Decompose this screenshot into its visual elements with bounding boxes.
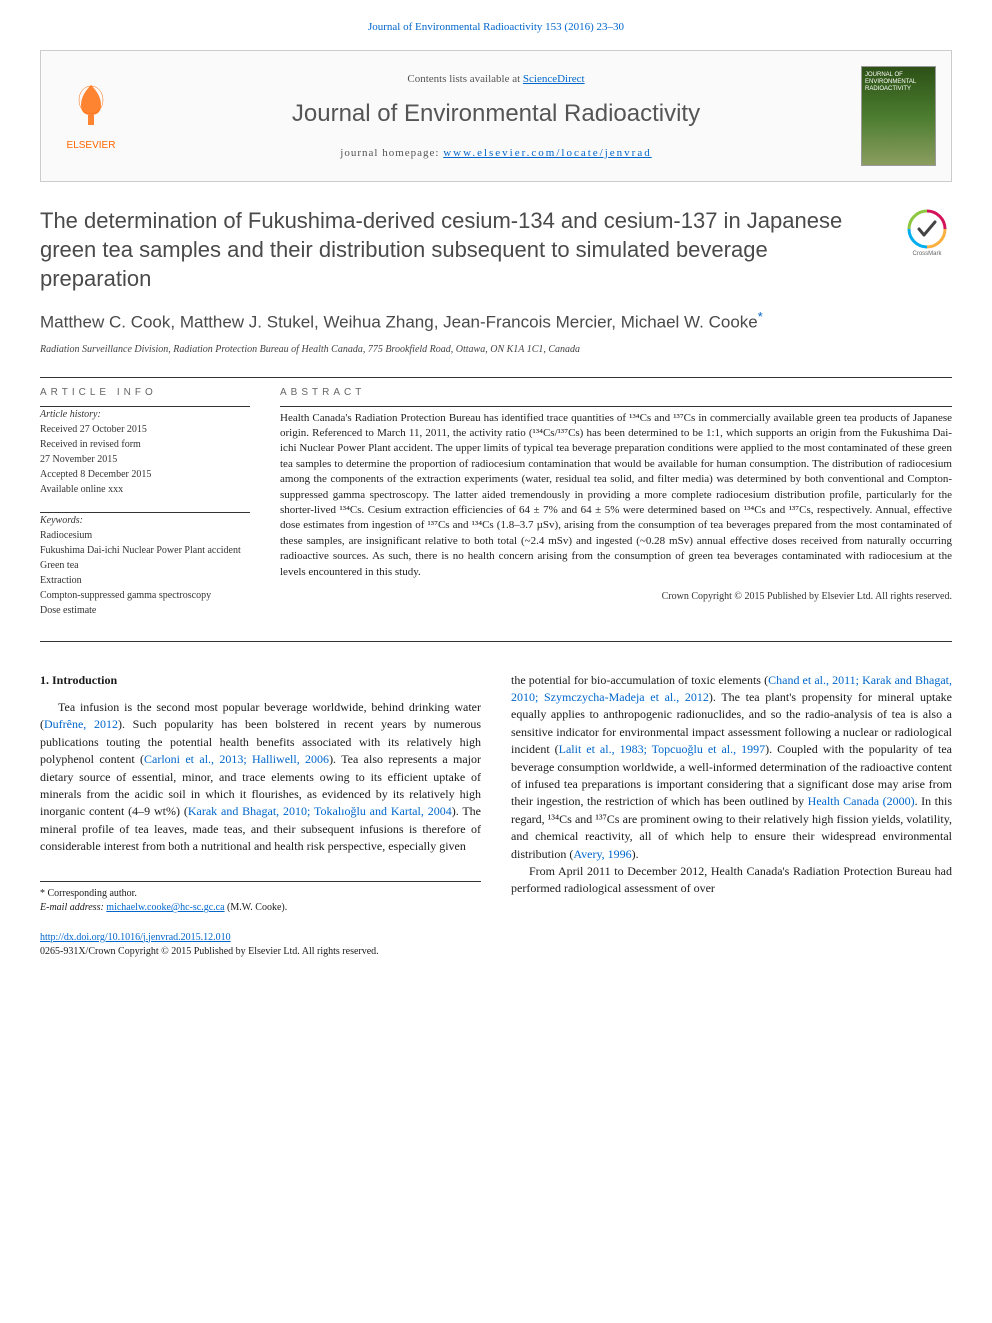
corresponding-email-link[interactable]: michaelw.cooke@hc-sc.gc.ca (106, 902, 224, 913)
issn-copyright: 0265-931X/Crown Copyright © 2015 Publish… (40, 945, 952, 959)
revised-line2: 27 November 2015 (40, 452, 250, 467)
abstract-column: ABSTRACT Health Canada's Radiation Prote… (280, 378, 952, 633)
article-info-heading: ARTICLE INFO (40, 378, 250, 406)
section-heading-intro: 1. Introduction (40, 672, 481, 689)
body-column-left: 1. Introduction Tea infusion is the seco… (40, 672, 481, 916)
citation-link[interactable]: Avery, 1996 (573, 847, 631, 861)
journal-cover-thumbnail[interactable]: JOURNAL OF ENVIRONMENTAL RADIOACTIVITY (861, 66, 936, 166)
keyword-item: Dose estimate (40, 603, 250, 618)
authors-names: Matthew C. Cook, Matthew J. Stukel, Weih… (40, 313, 758, 332)
contents-available-line: Contents lists available at ScienceDirec… (146, 72, 846, 87)
article-history: Article history: Received 27 October 201… (40, 407, 250, 497)
email-line: E-mail address: michaelw.cooke@hc-sc.gc.… (40, 901, 481, 916)
abstract-copyright: Crown Copyright © 2015 Published by Else… (280, 590, 952, 604)
corresponding-author-note: * Corresponding author. (40, 887, 481, 902)
crossmark-badge[interactable]: CrossMark (902, 207, 952, 257)
footnote-block: * Corresponding author. E-mail address: … (40, 881, 481, 916)
citation-link[interactable]: Dufrêne, 2012 (44, 717, 118, 731)
citation-link[interactable]: Health Canada (2000) (808, 794, 915, 808)
homepage-link[interactable]: www.elsevier.com/locate/jenvrad (443, 147, 652, 159)
body-paragraph: the potential for bio-accumulation of to… (511, 672, 952, 863)
accepted-date: Accepted 8 December 2015 (40, 467, 250, 482)
title-row: The determination of Fukushima-derived c… (40, 207, 952, 293)
citation-link[interactable]: Lalit et al., 1983; Topcuoğlu et al., 19… (559, 742, 765, 756)
email-suffix: (M.W. Cooke). (225, 902, 288, 913)
keywords-label: Keywords: (40, 513, 250, 528)
header-center: Contents lists available at ScienceDirec… (146, 72, 846, 161)
keyword-item: Fukushima Dai-ichi Nuclear Power Plant a… (40, 543, 250, 558)
body-text: the potential for bio-accumulation of to… (511, 673, 768, 687)
email-label: E-mail address: (40, 902, 106, 913)
rule-bottom (40, 641, 952, 642)
keyword-item: Green tea (40, 558, 250, 573)
homepage-line: journal homepage: www.elsevier.com/locat… (146, 146, 846, 161)
homepage-prefix: journal homepage: (340, 147, 443, 159)
received-date: Received 27 October 2015 (40, 422, 250, 437)
body-two-columns: 1. Introduction Tea infusion is the seco… (40, 672, 952, 916)
keyword-item: Compton-suppressed gamma spectroscopy (40, 588, 250, 603)
journal-reference-top: Journal of Environmental Radioactivity 1… (40, 20, 952, 35)
svg-text:CrossMark: CrossMark (912, 251, 942, 257)
cover-text: JOURNAL OF ENVIRONMENTAL RADIOACTIVITY (865, 72, 932, 92)
body-column-right: the potential for bio-accumulation of to… (511, 672, 952, 916)
meta-abstract-row: ARTICLE INFO Article history: Received 2… (40, 378, 952, 633)
section-title: Introduction (52, 673, 117, 687)
citation-link[interactable]: Carloni et al., 2013; Halliwell, 2006 (144, 752, 329, 766)
footer-block: http://dx.doi.org/10.1016/j.jenvrad.2015… (40, 931, 952, 959)
history-label: Article history: (40, 407, 250, 422)
keywords-block: Keywords: Radiocesium Fukushima Dai-ichi… (40, 513, 250, 618)
contents-prefix: Contents lists available at (407, 73, 522, 85)
sciencedirect-link[interactable]: ScienceDirect (523, 73, 585, 85)
elsevier-tree-icon (66, 80, 116, 130)
keyword-item: Extraction (40, 573, 250, 588)
publisher-name: ELSEVIER (56, 139, 126, 153)
abstract-text: Health Canada's Radiation Protection Bur… (280, 407, 952, 580)
corresponding-mark: * (758, 309, 763, 324)
authors-list: Matthew C. Cook, Matthew J. Stukel, Weih… (40, 308, 952, 334)
journal-name-heading: Journal of Environmental Radioactivity (146, 97, 846, 131)
section-number: 1. (40, 673, 49, 687)
keyword-item: Radiocesium (40, 528, 250, 543)
article-info-column: ARTICLE INFO Article history: Received 2… (40, 378, 250, 633)
doi-link[interactable]: http://dx.doi.org/10.1016/j.jenvrad.2015… (40, 932, 231, 943)
journal-header-box: ELSEVIER Contents lists available at Sci… (40, 50, 952, 182)
body-text: ). (632, 847, 639, 861)
affiliation: Radiation Surveillance Division, Radiati… (40, 343, 952, 357)
article-title: The determination of Fukushima-derived c… (40, 207, 882, 293)
revised-line1: Received in revised form (40, 437, 250, 452)
body-paragraph: From April 2011 to December 2012, Health… (511, 863, 952, 898)
abstract-heading: ABSTRACT (280, 378, 952, 406)
citation-link[interactable]: Karak and Bhagat, 2010; Tokalıoğlu and K… (188, 804, 452, 818)
publisher-logo[interactable]: ELSEVIER (56, 80, 126, 153)
available-online: Available online xxx (40, 482, 250, 497)
body-paragraph: Tea infusion is the second most popular … (40, 699, 481, 856)
